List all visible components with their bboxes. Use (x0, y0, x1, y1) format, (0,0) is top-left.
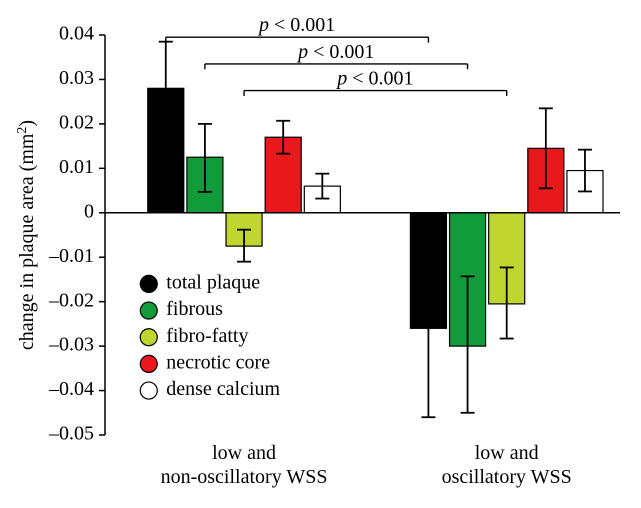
y-axis-label: change in plaque area (mm2) (15, 120, 39, 350)
ytick-label: –0.03 (48, 334, 94, 356)
legend-label: dense calcium (166, 378, 280, 400)
legend-label: fibro-fatty (166, 325, 248, 347)
ytick-label: –0.04 (48, 378, 94, 400)
legend-swatch (140, 275, 157, 292)
legend-label: fibrous (166, 298, 223, 320)
ytick-label: 0.02 (59, 111, 94, 133)
legend-label: necrotic core (166, 351, 270, 373)
ytick-label: –0.01 (48, 245, 94, 267)
xgroup-label: low and (212, 442, 276, 464)
chart-container: –0.05 –0.04 –0.03 –0.02 –0.01 0 0.01 0.02 0.03 0.… (0, 0, 641, 508)
legend-swatch (140, 302, 157, 319)
legend-swatch (140, 382, 157, 399)
legend-swatch (140, 355, 157, 372)
p-value-label: p < 0.001 (296, 41, 374, 63)
bar-chart: –0.05 –0.04 –0.03 –0.02 –0.01 0 0.01 0.02 0.03 0.… (0, 0, 641, 508)
ytick-label: 0 (84, 200, 94, 222)
p-value-label: p < 0.001 (257, 14, 335, 36)
legend-swatch (140, 329, 157, 346)
ytick-label: 0.01 (59, 156, 94, 178)
p-value-label: p < 0.001 (335, 68, 413, 90)
legend-label: total plaque (166, 271, 260, 293)
ytick-label: –0.05 (48, 423, 94, 445)
xgroup-label: non-oscillatory WSS (161, 466, 328, 488)
ytick-label: 0.04 (59, 23, 94, 45)
xgroup-label: low and (475, 442, 539, 464)
ytick-label: –0.02 (48, 289, 94, 311)
xgroup-label: oscillatory WSS (442, 466, 572, 488)
ytick-label: 0.03 (59, 67, 94, 89)
